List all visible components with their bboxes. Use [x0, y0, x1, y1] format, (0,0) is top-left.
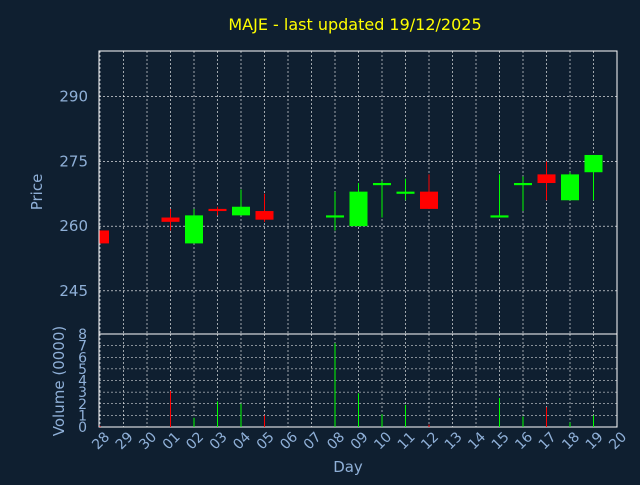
candle [232, 189, 250, 216]
candle [537, 161, 556, 201]
candle-body [349, 191, 368, 227]
volume-bar-series [99, 343, 594, 427]
day-tick-label: 05 [254, 429, 278, 453]
day-tick-label: 16 [512, 429, 536, 453]
day-tick-label: 14 [465, 429, 489, 453]
volume-tick-label: 0 [78, 420, 87, 436]
candle-body [420, 191, 438, 209]
candle-body [208, 208, 227, 212]
day-tick-label: 01 [160, 429, 184, 453]
candle-body [561, 174, 579, 201]
candle [373, 180, 391, 218]
volume-tick-label: 4 [78, 374, 87, 390]
volume-axis-label: Volume (0000) [50, 326, 68, 436]
day-tick-label: 13 [442, 429, 466, 453]
candle [326, 191, 344, 231]
day-tick-label: 18 [559, 429, 583, 453]
price-tick-label: 290 [59, 88, 88, 106]
volume-tick-label: 2 [78, 397, 87, 413]
price-axis-label: Price [28, 174, 46, 211]
candle [99, 230, 109, 244]
volume-tick-label: 5 [78, 362, 87, 378]
day-tick-label: 06 [277, 429, 301, 453]
candle [208, 206, 227, 216]
candlestick-series [99, 154, 603, 244]
day-tick-labels: 28 29 30 01 02 03 04 05 06 07 08 09 10 11 12 13 14 15 16 17… [89, 429, 630, 453]
day-tick-label: 03 [207, 429, 231, 453]
price-tick-labels: 245 260 275 290 [59, 88, 88, 300]
day-tick-label: 19 [583, 429, 607, 453]
day-tick-label: 20 [606, 429, 630, 453]
day-tick-label: 12 [418, 429, 442, 453]
candle [490, 174, 509, 218]
candle-body [396, 191, 415, 194]
day-tick-label: 17 [536, 429, 560, 453]
price-tick-label: 260 [59, 217, 88, 235]
candle [584, 154, 603, 201]
day-tick-label: 10 [371, 429, 395, 453]
volume-tick-label: 8 [78, 327, 87, 343]
candle [161, 208, 180, 231]
day-tick-label: 11 [395, 429, 419, 453]
chart-title: MAJE - last updated 19/12/2025 [228, 15, 481, 34]
candle [561, 172, 579, 201]
candle-body [185, 215, 203, 244]
day-tick-label: 29 [113, 429, 137, 453]
candle-body [161, 217, 180, 222]
price-tick-label: 275 [59, 152, 88, 170]
day-tick-label: 28 [89, 429, 113, 453]
price-tick-label: 245 [59, 282, 88, 300]
candle [349, 183, 368, 227]
candle [185, 208, 203, 244]
candle [396, 178, 415, 201]
candle-body [255, 211, 274, 220]
candle-body [584, 154, 603, 173]
candle [420, 174, 438, 209]
candle-body [232, 206, 250, 216]
candle [255, 193, 274, 222]
day-tick-label: 15 [489, 429, 513, 453]
day-tick-label: 08 [324, 429, 348, 453]
candle [514, 176, 532, 212]
volume-tick-label: 1 [78, 408, 87, 424]
day-tick-label: 04 [230, 429, 254, 453]
candle-body [100, 230, 109, 244]
candle-body [490, 215, 509, 218]
day-tick-label: 09 [348, 429, 372, 453]
day-tick-label: 30 [136, 429, 160, 453]
candle-body [514, 183, 532, 186]
volume-tick-label: 3 [78, 385, 87, 401]
candle-body [537, 174, 556, 184]
candle-body [326, 215, 344, 218]
day-axis-label: Day [333, 458, 363, 476]
day-tick-label: 02 [183, 429, 207, 453]
volume-tick-label: 7 [78, 339, 87, 355]
volume-tick-label: 6 [78, 350, 87, 366]
candle-body [373, 183, 391, 186]
day-tick-label: 07 [301, 429, 325, 453]
